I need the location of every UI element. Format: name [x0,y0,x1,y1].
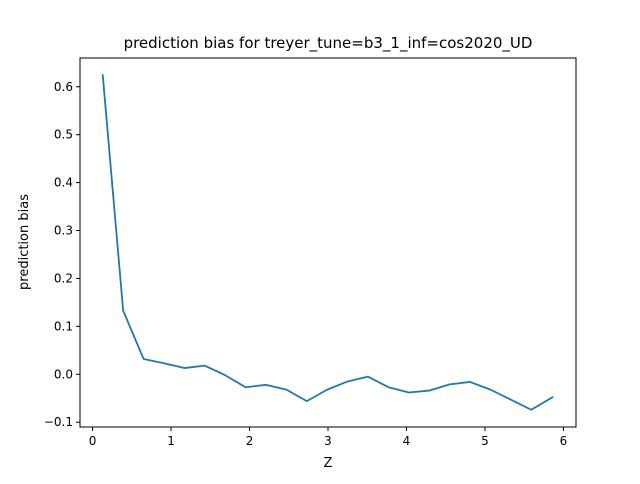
y-tick-label: 0.6 [54,80,73,94]
x-tick-label: 3 [324,434,332,448]
x-tick-label: 1 [167,434,175,448]
y-axis-label: prediction bias [17,194,32,290]
x-tick-label: 6 [560,434,568,448]
y-tick-label: 0.0 [54,367,73,381]
x-tick-label: 5 [481,434,489,448]
series-line-0 [101,74,554,411]
y-tick-label: 0.1 [54,319,73,333]
x-tick-label: 2 [246,434,254,448]
x-axis-label: Z [324,456,333,471]
y-tick-label: 0.2 [54,271,73,285]
y-tick-label: 0.5 [54,128,73,142]
x-tick-label: 0 [89,434,97,448]
y-tick-label: 0.3 [54,224,73,238]
y-tick-label: 0.4 [54,176,73,190]
plot-area: 0 1 2 3 4 5 6 −0.1 0.0 0.1 0.2 0.3 0.4 0.5 0.6 [44,57,577,448]
chart-title: prediction bias for treyer_tune=b3_1_inf… [124,34,533,53]
x-tick-label: 4 [403,434,411,448]
y-tick-label: −0.1 [44,415,73,429]
